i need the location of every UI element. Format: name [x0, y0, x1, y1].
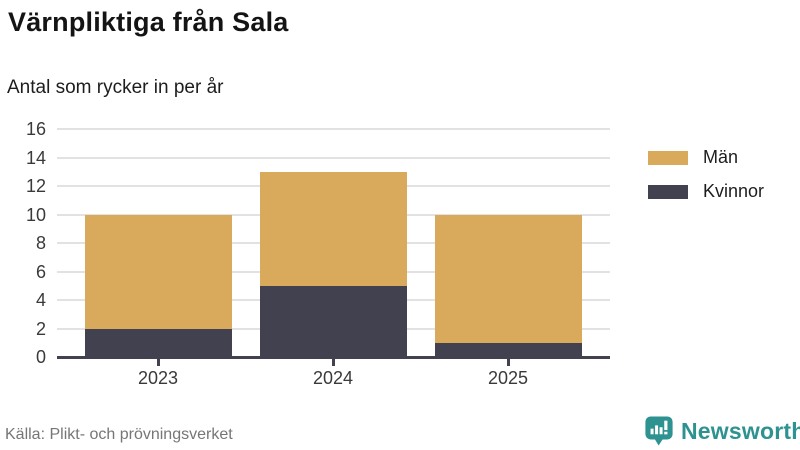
chart-subtitle: Antal som rycker in per år	[7, 77, 224, 98]
y-tick-label-6: 6	[35, 261, 46, 282]
legend-item-man: Män	[648, 147, 764, 168]
x-tick-label-2025: 2025	[487, 368, 529, 388]
legend-item-kvinnor: Kvinnor	[648, 181, 764, 202]
x-tick-label-2023: 2023	[137, 368, 179, 388]
y-tick-label-8: 8	[35, 233, 46, 253]
legend: Män Kvinnor	[648, 147, 764, 215]
legend-swatch-man	[648, 150, 688, 165]
legend-label-man: Män	[703, 147, 739, 167]
x-tick-label-2024: 2024	[312, 368, 354, 388]
x-tick-2023	[157, 359, 160, 366]
legend-label-kvinnor: Kvinnor	[703, 181, 765, 201]
y-tick-label-12: 12	[25, 176, 46, 196]
x-tick-2024	[332, 359, 335, 366]
newsworthy-bubble-icon	[645, 416, 673, 446]
brand-logo: Newsworthy	[644, 415, 800, 447]
y-tick-label-14: 14	[25, 147, 46, 168]
gridline-y-16	[57, 128, 610, 130]
bar-segment-män-2023	[84, 214, 232, 329]
source-note: Källa: Plikt- och prövningsverket	[5, 426, 233, 443]
bar-segment-kvinnor-2024	[259, 285, 407, 357]
y-tick-label-2: 2	[35, 318, 46, 339]
bar-segment-män-2024	[259, 171, 407, 286]
gridline-y-14	[57, 156, 610, 159]
x-tick-2025	[507, 359, 510, 366]
y-tick-label-4: 4	[35, 290, 46, 310]
y-tick-label-0: 0	[35, 347, 46, 367]
chart-title: Värnpliktiga från Sala	[8, 7, 289, 37]
y-tick-label-16: 16	[25, 119, 46, 139]
x-axis-line	[57, 356, 610, 359]
bar-segment-kvinnor-2025	[434, 342, 582, 357]
bar-segment-män-2025	[434, 214, 582, 343]
legend-swatch-kvinnor	[648, 184, 688, 199]
y-tick-label-10: 10	[25, 204, 46, 225]
bar-segment-kvinnor-2023	[84, 328, 232, 357]
brand-wordmark: Newsworthy	[681, 417, 800, 444]
